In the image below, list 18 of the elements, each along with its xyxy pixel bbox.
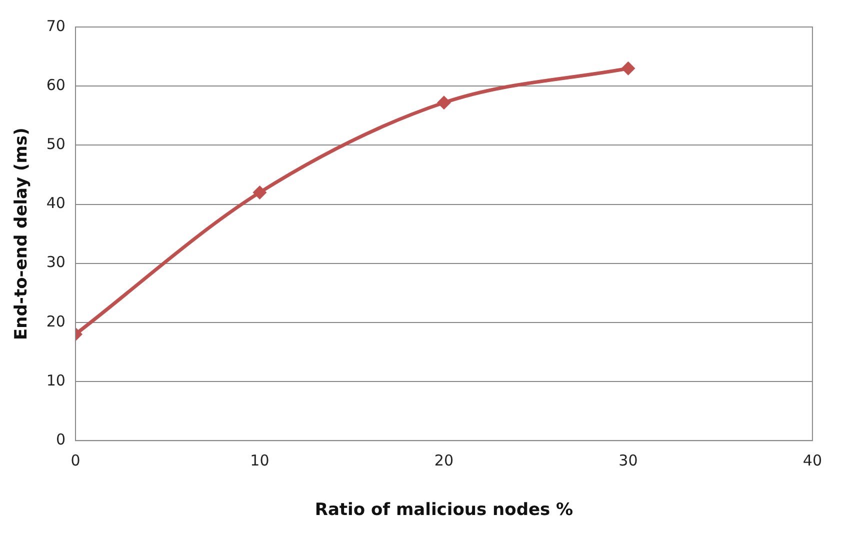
x-axis-title: Ratio of malicious nodes % <box>314 500 574 520</box>
y-tick-label: 70 <box>46 16 66 35</box>
x-tick-label: 40 <box>802 451 822 470</box>
point <box>621 61 636 76</box>
x-tick-label: 10 <box>250 451 270 470</box>
y-tick-label: 40 <box>46 194 66 212</box>
y-tick-label: 30 <box>46 253 66 272</box>
y-tick-label: 0 <box>56 430 66 448</box>
y-tick-label: 10 <box>46 371 66 390</box>
x-tick-label: 0 <box>70 451 80 470</box>
y-tick-label: 20 <box>46 312 66 330</box>
x-tick-label: 30 <box>618 451 638 470</box>
y-tick-label: 60 <box>46 76 66 94</box>
y-axis-title: End-to-end delay (ms) <box>12 128 32 340</box>
point <box>436 96 451 110</box>
point <box>252 185 267 200</box>
x-tick-label: 20 <box>434 451 454 470</box>
y-tick-label: 50 <box>46 135 66 154</box>
